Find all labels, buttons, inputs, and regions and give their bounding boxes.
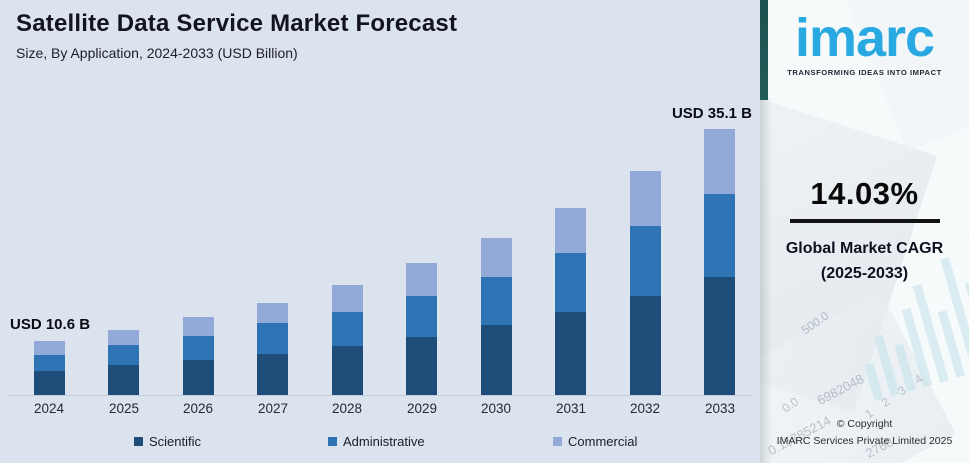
legend-label-administrative: Administrative xyxy=(343,434,425,449)
bar-2024 xyxy=(34,341,65,395)
cagr-label-line1: Global Market CAGR xyxy=(785,240,944,257)
legend-item-commercial: Commercial xyxy=(553,434,637,449)
bar-2029-scientific-segment xyxy=(406,337,437,395)
bar-2031-administrative-segment xyxy=(555,253,586,312)
bar-2031-scientific-segment xyxy=(555,311,586,395)
x-axis-label-2027: 2027 xyxy=(257,401,289,416)
chart-legend: Scientific Administrative Commercial xyxy=(0,434,760,456)
legend-label-scientific: Scientific xyxy=(149,434,202,449)
bar-2025-administrative-segment xyxy=(108,345,139,365)
last-bar-value-label: USD 35.1 B xyxy=(671,105,752,122)
administrative-swatch-icon xyxy=(328,437,337,446)
bar-2033 xyxy=(704,129,735,395)
bar-2027-scientific-segment xyxy=(257,354,288,395)
legend-label-commercial: Commercial xyxy=(568,434,638,449)
cagr-label-line2: (2025-2033) xyxy=(820,264,909,282)
teal-accent-bar xyxy=(760,0,768,100)
imarc-logo-tagline: TRANSFORMING IDEAS INTO IMPACT xyxy=(787,67,942,77)
commercial-swatch-icon xyxy=(553,437,562,446)
x-axis-label-2030: 2030 xyxy=(480,401,512,416)
bar-2032-scientific-segment xyxy=(630,295,661,395)
chart-panel: Satellite Data Service Market Forecast S… xyxy=(0,0,760,463)
bar-2030-scientific-segment xyxy=(481,324,512,395)
bar-2033-commercial-segment xyxy=(704,129,735,195)
bar-2032-commercial-segment xyxy=(630,171,661,227)
cagr-block: 14.03% Global Market CAGR (2025-2033) xyxy=(760,176,969,287)
chart-subtitle: Size, By Application, 2024-2033 (USD Bil… xyxy=(16,45,298,61)
bar-2033-scientific-segment xyxy=(704,277,735,395)
bar-2028-administrative-segment xyxy=(332,311,363,346)
plot-area xyxy=(8,96,752,396)
copyright-line1: © Copyright xyxy=(836,418,893,431)
bar-2033-administrative-segment xyxy=(704,194,735,278)
bar-2029-commercial-segment xyxy=(406,263,437,296)
bar-2026-commercial-segment xyxy=(183,317,214,336)
first-bar-value-label: USD 10.6 B xyxy=(10,316,91,333)
bar-2025-scientific-segment xyxy=(108,364,139,395)
imarc-logo: imarc TRANSFORMING IDEAS INTO IMPACT xyxy=(760,10,969,77)
x-axis-label-2026: 2026 xyxy=(182,401,214,416)
chart-header: Satellite Data Service Market Forecast S… xyxy=(16,10,457,61)
bar-2028-commercial-segment xyxy=(332,285,363,312)
bar-2026-scientific-segment xyxy=(183,360,214,395)
x-axis-label-2033: 2033 xyxy=(704,401,736,416)
x-axis-label-2031: 2031 xyxy=(555,401,587,416)
bar-2032 xyxy=(630,171,661,395)
bar-2024-administrative-segment xyxy=(34,354,65,371)
bar-2027-administrative-segment xyxy=(257,323,288,355)
copyright-line2: IMARC Services Private Limited 2025 xyxy=(776,434,953,447)
bar-2031 xyxy=(555,208,586,395)
bar-2030-administrative-segment xyxy=(481,276,512,325)
imarc-logo-text: imarc xyxy=(794,8,935,68)
bar-2025 xyxy=(108,330,139,395)
bar-2027 xyxy=(257,303,288,395)
bar-2028-scientific-segment xyxy=(332,345,363,395)
bar-2030 xyxy=(481,238,512,395)
bar-2025-commercial-segment xyxy=(108,330,139,346)
bar-2024-commercial-segment xyxy=(34,341,65,355)
panel-edge-shade xyxy=(760,98,772,463)
legend-item-administrative: Administrative xyxy=(328,434,425,449)
x-axis-label-2024: 2024 xyxy=(33,401,65,416)
bar-2029 xyxy=(406,263,437,395)
cagr-value: 14.03% xyxy=(810,176,919,211)
bar-2024-scientific-segment xyxy=(34,370,65,395)
bar-2032-administrative-segment xyxy=(630,226,661,296)
bar-2027-commercial-segment xyxy=(257,303,288,324)
chart-title: Satellite Data Service Market Forecast xyxy=(16,10,458,37)
bar-2026-administrative-segment xyxy=(183,335,214,361)
x-axis-label-2025: 2025 xyxy=(108,401,140,416)
cagr-underline xyxy=(789,219,940,223)
copyright: © Copyright IMARC Services Private Limit… xyxy=(760,416,969,449)
info-panel: 500.0 0.0 1 2 3 4 6982048 0.15785214 276… xyxy=(760,0,969,463)
scientific-swatch-icon xyxy=(134,437,143,446)
bar-2026 xyxy=(183,317,214,395)
x-axis-label-2032: 2032 xyxy=(629,401,661,416)
x-axis-label-2028: 2028 xyxy=(331,401,363,416)
x-axis-labels: 2024 2025 2026 2027 2028 2029 2030 2031 2032 2033 xyxy=(8,401,752,421)
legend-item-scientific: Scientific xyxy=(134,434,201,449)
x-axis-label-2029: 2029 xyxy=(406,401,438,416)
bar-2029-administrative-segment xyxy=(406,295,437,338)
bar-2031-commercial-segment xyxy=(555,208,586,254)
bar-2030-commercial-segment xyxy=(481,238,512,277)
bar-2028 xyxy=(332,285,363,395)
